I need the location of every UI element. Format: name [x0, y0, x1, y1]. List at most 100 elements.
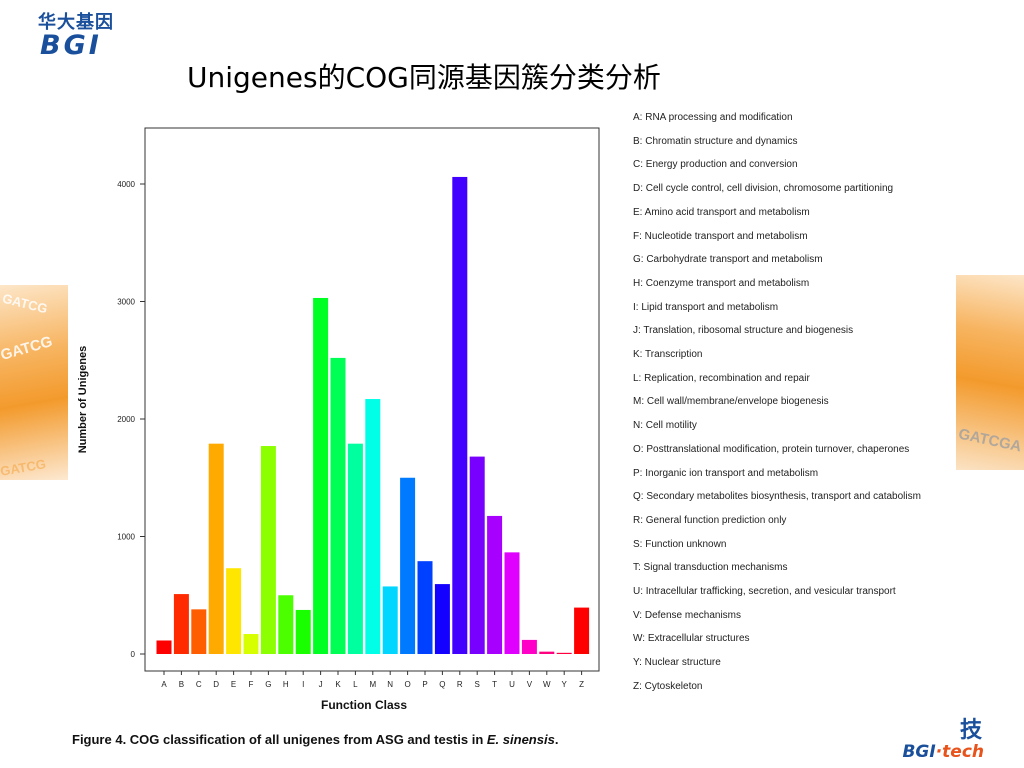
bar-H	[278, 595, 294, 654]
legend-item: S: Function unknown	[633, 538, 727, 550]
x-tick-label: C	[196, 680, 202, 689]
legend-item: L: Replication, recombination and repair	[633, 372, 810, 384]
x-tick-label: Z	[579, 680, 584, 689]
x-tick-label: T	[492, 680, 497, 689]
decorative-wave-right	[954, 275, 1024, 470]
legend-item: P: Inorganic ion transport and metabolis…	[633, 467, 819, 479]
y-tick-label: 4000	[117, 180, 135, 189]
x-tick-label: V	[527, 680, 533, 689]
legend-item: Z: Cytoskeleton	[633, 680, 703, 692]
bar-F	[243, 634, 259, 654]
bgi-tech-logo: 技 BGI·tech	[874, 712, 984, 764]
legend-item: M: Cell wall/membrane/envelope biogenesi…	[633, 396, 829, 408]
bgi-logo: 华大基因 BGI	[38, 8, 150, 61]
y-tick-label: 1000	[117, 533, 135, 542]
x-tick-label: Y	[562, 680, 568, 689]
legend-item: G: Carbohydrate transport and metabolism	[633, 254, 823, 266]
cog-bar-chart: 0 1000 2000 3000 4000 Number of Unigenes A B C D E…	[77, 127, 600, 712]
caption-text: Figure 4. COG classification of all unig…	[72, 732, 487, 747]
bar-E	[226, 568, 242, 654]
x-tick-label: J	[319, 680, 323, 689]
legend-item: B: Chromatin structure and dynamics	[633, 135, 798, 147]
figure-caption: Figure 4. COG classification of all unig…	[72, 732, 558, 747]
bar-D	[208, 443, 224, 654]
x-tick-label: I	[302, 680, 304, 689]
bar-N	[382, 586, 398, 654]
legend-item: T: Signal transduction mechanisms	[633, 562, 788, 574]
footer-logo-tech: ·tech	[935, 742, 984, 762]
bar-I	[295, 609, 311, 654]
x-tick-label: E	[231, 680, 236, 689]
bar-A	[156, 640, 172, 654]
y-axis-label: Number of Unigenes	[77, 346, 89, 454]
footer-logo-chinese: 技	[959, 718, 982, 743]
bar-S	[469, 456, 485, 654]
footer-logo-bgi: BGI	[902, 742, 936, 762]
bar-T	[487, 515, 503, 654]
x-tick-label: L	[353, 680, 358, 689]
x-tick-label: F	[249, 680, 254, 689]
legend-item: F: Nucleotide transport and metabolism	[633, 230, 808, 242]
legend-item: Y: Nuclear structure	[633, 657, 721, 669]
x-tick-label: P	[422, 680, 427, 689]
x-tick-label: N	[387, 680, 393, 689]
y-tick-label: 2000	[117, 415, 135, 424]
legend-item: K: Transcription	[633, 349, 703, 360]
bar-U	[504, 552, 520, 654]
bar-B	[173, 594, 189, 654]
x-tick-label: W	[543, 680, 551, 689]
x-tick-label: U	[509, 680, 515, 689]
slide-title: Unigenes的COG同源基因簇分类分析	[187, 61, 661, 94]
bar-M	[365, 399, 381, 654]
x-tick-label: D	[213, 680, 219, 689]
bar-O	[400, 477, 416, 654]
legend-item: V: Defense mechanisms	[633, 609, 742, 621]
bar-J	[313, 297, 329, 654]
legend-item: Q: Secondary metabolites biosynthesis, t…	[633, 491, 921, 503]
plot-frame	[144, 127, 600, 672]
x-tick-label: Q	[439, 680, 445, 689]
bar-Y	[556, 652, 572, 654]
bar-Q	[434, 584, 450, 654]
bar-C	[191, 609, 207, 654]
decorative-wave-left	[0, 285, 70, 480]
legend-item: C: Energy production and conversion	[633, 159, 798, 171]
legend-item: R: General function prediction only	[633, 514, 787, 526]
x-tick-label: G	[265, 680, 271, 689]
x-tick-label: H	[283, 680, 289, 689]
legend-item: I: Lipid transport and metabolism	[633, 301, 779, 313]
legend-item: N: Cell motility	[633, 420, 697, 432]
bar-Z	[574, 607, 590, 654]
logo-english-text: BGI	[40, 30, 102, 61]
y-tick-label: 3000	[117, 298, 135, 307]
x-tick-label: S	[475, 680, 480, 689]
legend-item: U: Intracellular trafficking, secretion,…	[633, 586, 896, 597]
legend-item: E: Amino acid transport and metabolism	[633, 206, 810, 218]
legend-item: W: Extracellular structures	[633, 633, 750, 645]
figure-panel: 0 1000 2000 3000 4000 Number of Unigenes A B C D E…	[68, 108, 956, 753]
caption-species: E. sinensis	[486, 732, 555, 747]
x-tick-label: K	[335, 680, 341, 689]
legend-item: H: Coenzyme transport and metabolism	[633, 277, 810, 289]
bar-K	[330, 357, 346, 654]
caption-suffix: .	[554, 732, 559, 747]
bar-G	[260, 446, 276, 654]
bar-L	[347, 443, 363, 654]
legend-item: A: RNA processing and modification	[633, 112, 793, 123]
legend-item: J: Translation, ribosomal structure and …	[633, 325, 854, 337]
x-tick-label: M	[369, 680, 376, 689]
legend-item: O: Posttranslational modification, prote…	[633, 443, 910, 455]
footer-logo-english: BGI·tech	[902, 742, 984, 762]
legend-item: D: Cell cycle control, cell division, ch…	[633, 183, 894, 195]
x-tick-label: A	[161, 680, 167, 689]
bar-P	[417, 561, 433, 654]
x-axis-label: Function Class	[321, 698, 407, 712]
x-tick-label: B	[179, 680, 184, 689]
y-tick-label: 0	[131, 650, 136, 659]
bar-V	[521, 639, 537, 654]
bar-W	[539, 651, 555, 654]
bar-R	[452, 176, 468, 654]
x-tick-label: R	[457, 680, 463, 689]
logo-chinese-text: 华大基因	[38, 12, 114, 33]
x-tick-label: O	[404, 680, 410, 689]
